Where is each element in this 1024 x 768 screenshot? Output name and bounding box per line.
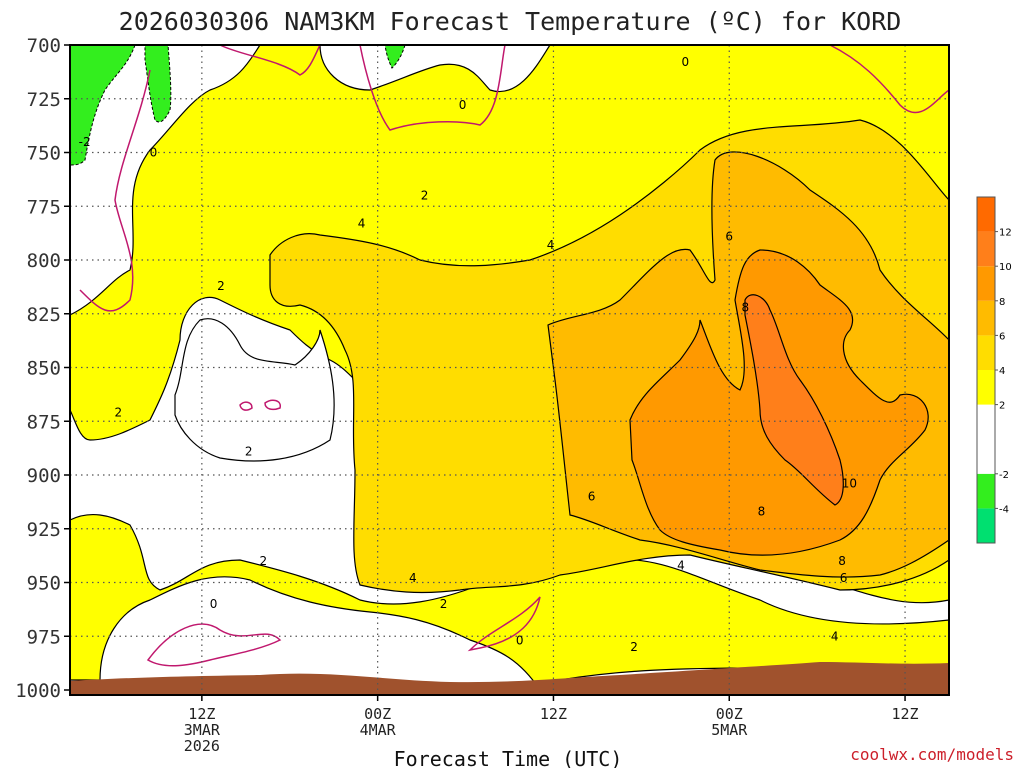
contour-label: 0 (150, 146, 158, 160)
y-tick-label: 750 (27, 143, 61, 165)
contour-label: 2 (260, 554, 268, 568)
y-tick-label: 850 (27, 358, 61, 380)
contour-label: -2 (79, 135, 91, 149)
isotherm-0-b (359, 44, 506, 131)
x-tick-label: 12Z (188, 705, 215, 723)
legend-swatch (977, 335, 995, 370)
x-tick-label: 2026 (184, 737, 220, 755)
contour-label: 2 (421, 189, 429, 203)
isotherm-0-g (239, 399, 281, 411)
y-axis: 700 725 750 775 800 825 850 875 900 925 950 975 1000 (15, 35, 70, 702)
terrain (70, 662, 949, 695)
x-tick-label: 00Z (716, 705, 743, 723)
legend-label: 10 (999, 262, 1012, 273)
legend-swatch (977, 370, 995, 405)
y-tick-label: 975 (27, 626, 61, 648)
contour-label: 2 (115, 406, 123, 420)
grid (70, 45, 949, 695)
legend-label: 8 (999, 297, 1005, 308)
contour-label: 0 (516, 634, 524, 648)
contour-label: 6 (588, 490, 596, 504)
contour-label: 10 (842, 477, 857, 491)
contour-labels: 0 0 0 -2 2 4 4 6 2 8 2 2 10 6 8 2 4 4 8 6 2 0 0 2 4 (79, 55, 857, 654)
isotherm-0-a (79, 69, 151, 312)
plot-area: 0 0 0 -2 2 4 4 6 2 8 2 2 10 6 8 2 4 4 8 6 2 0 0 2 4 (69, 44, 950, 696)
legend-swatch (977, 231, 995, 267)
y-tick-label: 950 (27, 573, 61, 595)
fill-0-2-pocket (174, 318, 335, 462)
contour-label: 4 (831, 629, 839, 643)
fill-minus2-minus4 (69, 44, 406, 166)
legend-swatch (977, 266, 995, 301)
y-tick-label: 800 (27, 250, 61, 272)
y-tick-label: 875 (27, 411, 61, 433)
plot-frame (69, 44, 950, 696)
x-tick-label: 00Z (364, 705, 391, 723)
isotherm-0-c (219, 44, 321, 76)
legend-label: 2 (999, 401, 1005, 412)
y-tick-label: 775 (27, 196, 61, 218)
contour-label: 4 (358, 216, 366, 230)
fill-10-12 (744, 294, 844, 506)
contour-label: 4 (547, 238, 555, 252)
contour-label: 8 (758, 505, 766, 519)
legend-label: 12 (999, 228, 1012, 239)
contour-label: 2 (217, 279, 225, 293)
y-tick-label: 725 (27, 89, 61, 111)
contour-label: 4 (409, 571, 417, 585)
legend-label: -2 (999, 470, 1009, 481)
contour-label: 2 (245, 444, 253, 458)
contour-label: 0 (459, 98, 467, 112)
legend-label: 6 (999, 331, 1005, 342)
legend-swatch (977, 508, 995, 543)
y-tick-label: 925 (27, 519, 61, 541)
contour-label: 6 (725, 229, 733, 243)
contour-label: 2 (630, 640, 638, 654)
isotherm-0-f (467, 596, 541, 652)
chart-title: 2026030306 NAM3KM Forecast Temperature (… (119, 7, 902, 36)
contour-label: 6 (840, 571, 848, 585)
legend-swatch (977, 404, 995, 440)
contour-label: 4 (677, 558, 685, 572)
y-tick-label: 1000 (15, 680, 61, 702)
x-tick-label: 12Z (540, 705, 567, 723)
legend-label: -4 (999, 504, 1009, 515)
contour-label: 2 (440, 597, 448, 611)
isotherm-0-d (829, 44, 950, 114)
x-tick-label: 3MAR (184, 721, 221, 739)
x-axis-label: Forecast Time (UTC) (394, 747, 623, 768)
legend-swatch (977, 300, 995, 336)
legend-label: 4 (999, 366, 1005, 377)
x-tick-label: 5MAR (711, 721, 748, 739)
x-tick-label: 4MAR (360, 721, 397, 739)
y-tick-label: 900 (27, 465, 61, 487)
legend-swatch (977, 439, 995, 474)
y-tick-label: 700 (27, 35, 61, 57)
y-tick-label: 825 (27, 304, 61, 326)
contour-label: 8 (742, 300, 750, 314)
x-tick-label: 12Z (892, 705, 919, 723)
color-legend: -4 -2 2 4 6 8 10 12 (976, 196, 1012, 544)
contour-label: 0 (210, 597, 218, 611)
credit-text: coolwx.com/models (850, 745, 1014, 764)
legend-swatch (977, 473, 995, 509)
legend-swatch (977, 197, 995, 232)
isotherm-0-e (146, 623, 282, 667)
contour-label: 0 (681, 55, 689, 69)
contour-label: 8 (838, 554, 846, 568)
